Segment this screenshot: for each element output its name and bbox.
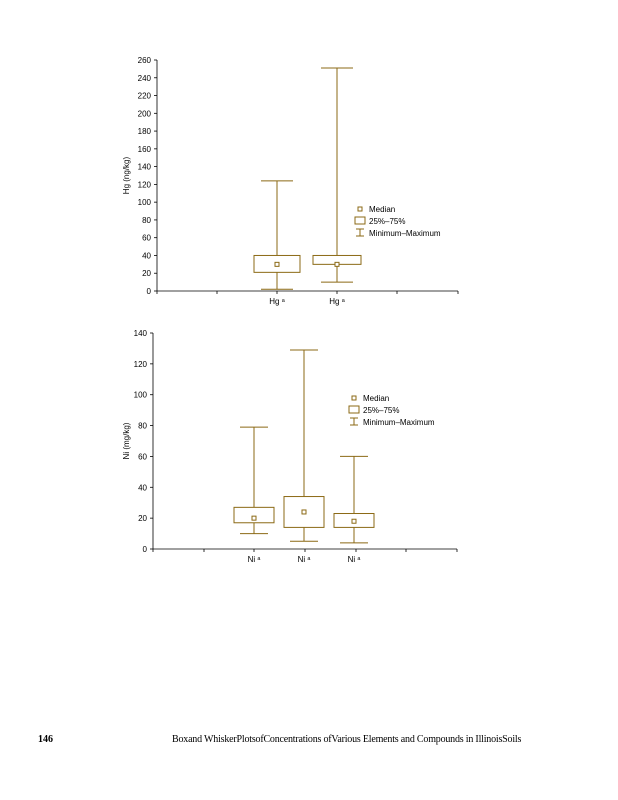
chart1-y-tick-label: 200 xyxy=(138,109,152,118)
chart2-legend-box-label: 25%–75% xyxy=(363,406,399,415)
chart1-y-tick-label: 140 xyxy=(138,163,152,172)
chart1-y-tick-label: 120 xyxy=(138,180,152,189)
chart2-x-category-label: Ni ᵃ xyxy=(348,555,362,564)
chart2-median-marker xyxy=(351,518,357,524)
chart2-y-tick-label: 100 xyxy=(134,391,148,400)
chart1-y-tick-label: 20 xyxy=(142,269,151,278)
chart1-x-category-label: Hg ᵃ xyxy=(269,297,285,306)
chart1-y-tick-label: 260 xyxy=(138,56,152,65)
chart2-y-tick-label: 80 xyxy=(138,422,147,431)
chart1-y-tick-label: 60 xyxy=(142,234,151,243)
chart1-legend-box-label: 25%–75% xyxy=(369,217,405,226)
chart1-median-marker xyxy=(334,261,340,267)
chart1-y-tick-label: 180 xyxy=(138,127,152,136)
chart1-y-tick-label: 160 xyxy=(138,145,152,154)
footer-caption: Boxand WhiskerPlotsofConcentrations ofVa… xyxy=(172,734,522,745)
chart1-y-tick-label: 100 xyxy=(138,198,152,207)
chart2-y-tick-label: 140 xyxy=(134,329,148,338)
chart1-y-axis-label: Hg (ng/kg) xyxy=(122,156,131,194)
chart1-median-marker xyxy=(274,261,280,267)
chart2-legend-whisker-label: Minimum–Maximum xyxy=(363,418,435,427)
chart2-y-tick-label: 120 xyxy=(134,360,148,369)
chart2-x-category-label: Ni ᵃ xyxy=(248,555,262,564)
chart2-median-marker xyxy=(251,515,257,521)
chart2-y-tick-label: 40 xyxy=(138,483,147,492)
chart1-y-tick-label: 220 xyxy=(138,92,152,101)
chart2-legend-median-label: Median xyxy=(363,394,389,403)
page-number: 146 xyxy=(38,734,53,745)
chart1-x-category-label: Hg ᵃ xyxy=(329,297,345,306)
chart2-legend-median-icon xyxy=(351,395,357,401)
chart2-y-axis-label: Ni (mg/kg) xyxy=(122,422,131,459)
chart2-y-tick-label: 0 xyxy=(143,545,148,554)
chart2-legend-box-icon xyxy=(348,405,360,414)
chart1-y-tick-label: 40 xyxy=(142,251,151,260)
chart1-legend-whisker-label: Minimum–Maximum xyxy=(369,229,441,238)
chart1-y-tick-label: 80 xyxy=(142,216,151,225)
chart2-x-category-label: Ni ᵃ xyxy=(298,555,312,564)
chart1-y-tick-label: 0 xyxy=(147,287,152,296)
chart1-legend-median-icon xyxy=(357,206,363,212)
chart2-y-tick-label: 60 xyxy=(138,452,147,461)
chart2-median-marker xyxy=(301,509,307,515)
chart2-box xyxy=(233,506,275,524)
chart1-legend-box-icon xyxy=(354,216,366,225)
chart1-legend-median-label: Median xyxy=(369,205,395,214)
chart2-y-tick-label: 20 xyxy=(138,514,147,523)
chart1-y-tick-label: 240 xyxy=(138,74,152,83)
